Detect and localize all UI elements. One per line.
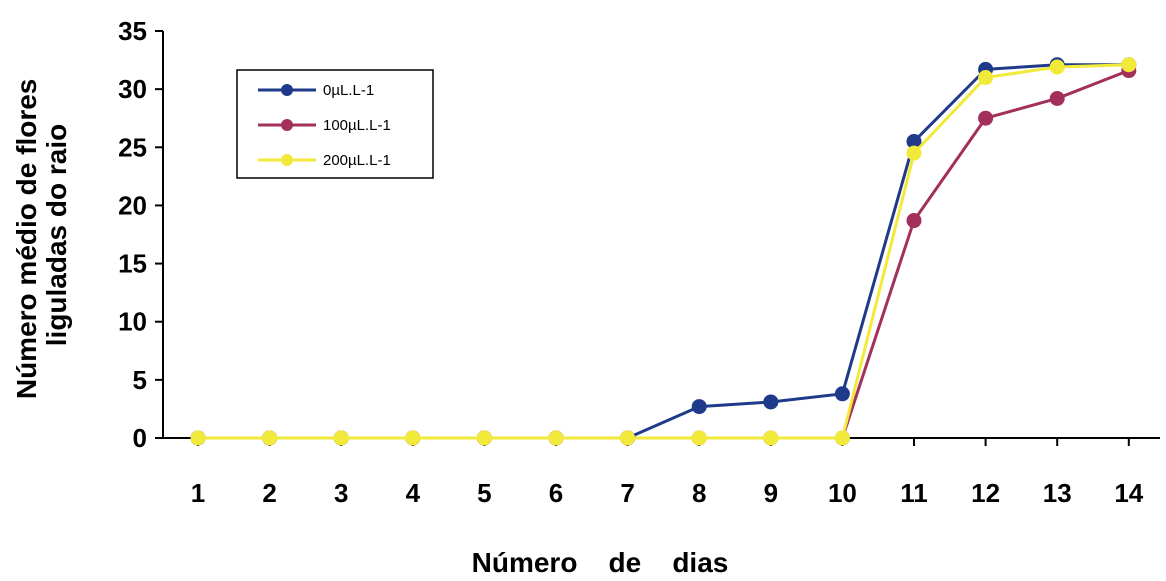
- x-tick-label: 1: [191, 478, 205, 508]
- data-point: [906, 145, 922, 161]
- y-tick-label: 5: [133, 365, 147, 395]
- data-point: [1049, 90, 1065, 106]
- legend-entries: 0µL.L-1 100µL.L-1 200µL.L-1: [258, 82, 391, 169]
- data-point: [476, 430, 492, 446]
- legend-entry: 200µL.L-1: [258, 152, 391, 169]
- data-point: [405, 430, 421, 446]
- y-axis-title-line-1: Número médio de flores: [11, 79, 42, 400]
- data-point: [548, 430, 564, 446]
- y-tick-label: 15: [118, 249, 147, 279]
- data-point: [190, 430, 206, 446]
- legend-swatch-marker: [281, 119, 293, 131]
- x-tick-label: 9: [764, 478, 778, 508]
- data-point: [906, 133, 922, 149]
- x-axis-ticks: 1 2 3 4 5 6 7 8 9 10 11 12 13 14: [191, 438, 1144, 508]
- y-axis-title-line-2: liguladas do raio: [41, 124, 72, 346]
- data-point: [691, 430, 707, 446]
- x-tick-label: 6: [549, 478, 563, 508]
- legend-swatch-marker: [281, 84, 293, 96]
- legend-swatch-marker: [281, 154, 293, 166]
- data-point: [978, 70, 994, 86]
- legend-entry: 100µL.L-1: [258, 117, 391, 134]
- data-point: [906, 213, 922, 229]
- x-tick-label: 7: [620, 478, 634, 508]
- x-tick-label: 3: [334, 478, 348, 508]
- data-point: [1121, 57, 1137, 73]
- series-layer: [190, 57, 1137, 446]
- legend: 0µL.L-1 100µL.L-1 200µL.L-1: [236, 69, 434, 179]
- legend-label: 200µL.L-1: [323, 152, 391, 169]
- x-axis-title: Número de dias: [472, 547, 729, 578]
- data-point: [978, 110, 994, 126]
- x-tick-label: 4: [406, 478, 421, 508]
- legend-label: 0µL.L-1: [323, 82, 374, 99]
- y-tick-label: 35: [118, 16, 147, 46]
- x-tick-label: 12: [971, 478, 1000, 508]
- data-point: [620, 430, 636, 446]
- x-tick-label: 5: [477, 478, 491, 508]
- x-tick-label: 13: [1043, 478, 1072, 508]
- x-tick-label: 8: [692, 478, 706, 508]
- series-line: [198, 63, 1129, 440]
- data-point: [763, 430, 779, 446]
- y-tick-label: 10: [118, 307, 147, 337]
- y-tick-label: 0: [133, 423, 147, 453]
- data-point: [763, 394, 779, 410]
- data-point: [834, 386, 850, 402]
- data-point: [834, 430, 850, 446]
- series-3: [190, 57, 1137, 446]
- y-axis-ticks: 0 5 10 15 20 25 30 35: [118, 16, 163, 453]
- y-tick-label: 30: [118, 74, 147, 104]
- legend-label: 100µL.L-1: [323, 117, 391, 134]
- x-tick-label: 10: [828, 478, 857, 508]
- data-point: [333, 430, 349, 446]
- data-point: [262, 430, 278, 446]
- data-point: [1049, 59, 1065, 75]
- x-tick-label: 14: [1114, 478, 1143, 508]
- x-tick-label: 11: [900, 478, 928, 508]
- x-tick-label: 2: [262, 478, 276, 508]
- data-point: [691, 399, 707, 415]
- legend-entry: 0µL.L-1: [258, 82, 374, 99]
- y-tick-label: 25: [118, 132, 147, 162]
- y-axis-title: Número médio de flores liguladas do raio: [11, 71, 72, 399]
- y-tick-label: 20: [118, 190, 147, 220]
